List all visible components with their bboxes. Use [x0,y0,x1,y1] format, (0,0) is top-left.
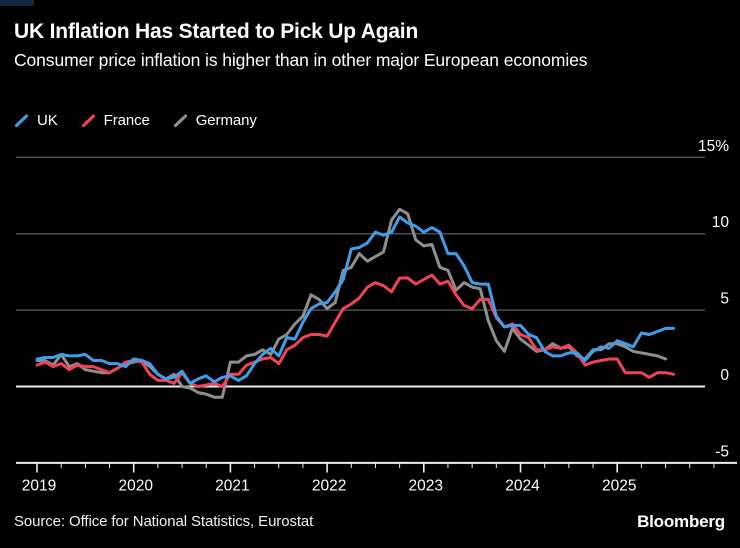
y-tick-label: 15% [698,138,729,155]
bloomberg-logo: Bloomberg [637,512,725,531]
legend-item-uk: UK [13,112,58,129]
corner-accent-mark [0,0,34,6]
x-tick-label: 2022 [312,478,346,495]
chart-subtitle: Consumer price inflation is higher than … [14,50,588,70]
legend-label-uk: UK [37,112,58,129]
legend-label-germany: Germany [195,112,257,129]
x-tick-label: 2021 [215,478,249,495]
x-tick-label: 2020 [118,478,153,495]
x-tick-label: 2019 [22,478,56,495]
legend-item-germany: Germany [172,112,257,129]
source-note: Source: Office for National Statistics, … [14,513,314,530]
y-tick-label: 0 [720,367,729,384]
slash-icon [14,113,29,127]
legend-label-france: France [103,112,150,129]
y-tick-label: 5 [720,291,729,308]
x-tick-label: 2024 [505,478,540,495]
y-tick-label: -5 [715,443,729,460]
series-line-france [35,273,676,388]
legend-item-france: France [80,112,150,129]
y-tick-label: 10 [712,214,730,231]
slash-icon [173,113,187,127]
series-line-uk [35,215,676,385]
slash-icon [81,113,95,127]
page-title: UK Inflation Has Started to Pick Up Agai… [14,20,419,43]
x-tick-label: 2023 [409,478,443,495]
legend: UK France Germany [13,112,257,129]
x-tick-label: 2025 [602,478,636,495]
